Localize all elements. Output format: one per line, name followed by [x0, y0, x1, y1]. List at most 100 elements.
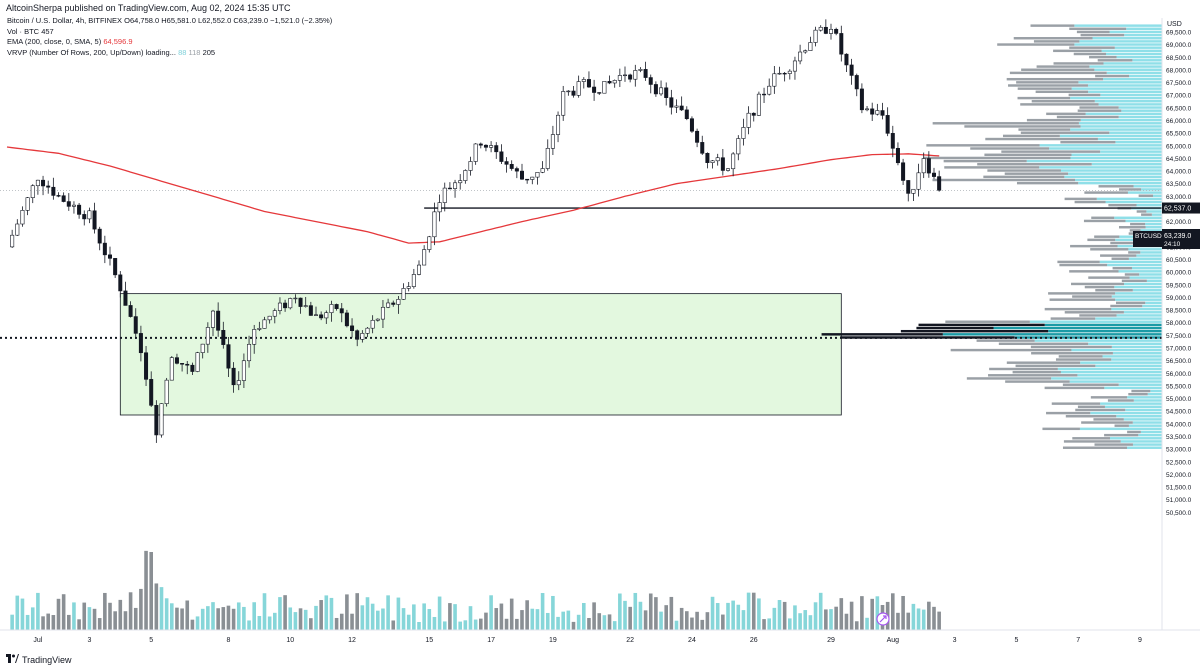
profile-down-row	[1097, 59, 1133, 62]
volume-bar-down	[67, 614, 71, 630]
bear-candle	[216, 310, 221, 331]
demand-zone-box[interactable]	[119, 293, 842, 416]
bull-candle	[622, 74, 627, 77]
profile-up-row	[1125, 219, 1162, 223]
profile-down-row	[1013, 37, 1093, 40]
bear-candle	[628, 74, 633, 80]
bull-candle	[453, 182, 458, 189]
volume-bar-down	[499, 603, 504, 630]
volume-bar-up	[87, 607, 92, 630]
published-by-text: AltcoinSherpa published on TradingView.c…	[6, 3, 291, 13]
profile-up-row	[1106, 52, 1162, 56]
bear-candle	[97, 228, 102, 244]
profile-up-row	[1059, 134, 1162, 138]
profile-down-row	[989, 367, 1058, 371]
volume-bar-down	[932, 606, 936, 630]
volume-bar-up	[911, 603, 916, 630]
volume-bar-down	[355, 593, 359, 630]
profile-up-row	[1068, 172, 1162, 175]
profile-down-row	[1030, 345, 1112, 349]
volume-bar-down	[834, 606, 838, 630]
bull-candle	[277, 302, 282, 311]
volume-bar-down	[860, 596, 864, 630]
vrvp-down-value: 118	[188, 47, 201, 57]
volume-bar-down	[870, 598, 874, 630]
bear-candle	[138, 333, 143, 354]
volume-bar-up	[746, 592, 751, 630]
bear-candle	[880, 110, 885, 116]
level-price-tag: 62,537.0	[1164, 206, 1191, 213]
bear-candle	[700, 142, 705, 154]
volume-bar-up	[674, 620, 679, 630]
symbol-name[interactable]: Bitcoin / U.S. Dollar, 4h, BITFINEX	[7, 16, 123, 25]
volume-bar-up	[30, 607, 35, 630]
volume-bar-down	[221, 607, 226, 630]
price-tick-label: 57,000.0	[1166, 346, 1192, 353]
volume-bar-down	[185, 600, 190, 630]
price-chart[interactable]: USD 69,500.0 69,000.0 68,500.0 68,000.0 67,5…	[0, 18, 1200, 650]
bear-candle	[664, 87, 669, 98]
volume-label[interactable]: Vol · BTC	[7, 26, 40, 36]
volume-bar-down	[339, 613, 344, 630]
bull-candle	[252, 329, 257, 345]
time-axis[interactable]: Jul358101215171922242629Aug357912	[0, 629, 1200, 644]
volume-bar-down	[695, 611, 699, 630]
volume-bar-down	[56, 598, 61, 630]
profile-up-row	[1118, 270, 1162, 273]
volume-bar-down	[669, 596, 674, 630]
price-axis[interactable]: USD 69,500.0 69,000.0 68,500.0 68,000.0 67,5…	[1161, 18, 1192, 630]
price-tick-label: 55,000.0	[1166, 396, 1192, 403]
bear-candle	[123, 290, 128, 306]
bear-candle	[102, 242, 107, 256]
time-tick-label: 22	[626, 637, 634, 644]
ema-line[interactable]	[6, 146, 940, 244]
volume-bar-up	[453, 604, 457, 630]
time-tick-label: 15	[425, 637, 433, 644]
volume-bar-up	[623, 600, 627, 630]
profile-up-row	[1100, 93, 1162, 97]
bear-candle	[61, 195, 66, 202]
profile-up-row	[1118, 115, 1162, 119]
profile-down-row	[1042, 427, 1080, 431]
volume-bar-down	[509, 598, 514, 630]
profile-down-row	[1087, 238, 1116, 242]
price-tick-label: 50,500.0	[1166, 510, 1192, 517]
profile-up-row	[1070, 128, 1162, 131]
time-tick-label: 3	[87, 637, 91, 644]
time-tick-label: 12	[348, 637, 356, 644]
profile-down-row	[1017, 96, 1071, 100]
price-tick-label: 69,000.0	[1166, 42, 1192, 49]
profile-down-row	[1100, 254, 1137, 257]
profile-down-row	[1055, 358, 1112, 361]
ema-label[interactable]: EMA (200, close, 0, SMA, 5)	[7, 37, 102, 47]
volume-bar-up	[412, 604, 416, 630]
volume-bar-up	[273, 612, 277, 630]
profile-up-row	[1092, 37, 1162, 40]
volume-bar-down	[298, 608, 303, 630]
volume-bar-down	[92, 608, 97, 630]
profile-up-row	[1077, 374, 1162, 377]
volume-bar-down	[319, 600, 323, 630]
profile-up-row	[1120, 440, 1162, 443]
bull-candle	[257, 328, 262, 330]
vrvp-label[interactable]: VRVP (Number Of Rows, 200, Up/Down) load…	[7, 47, 176, 57]
price-tick-label: 54,000.0	[1166, 421, 1192, 428]
profile-up-row	[1039, 166, 1162, 169]
profile-up-row	[1121, 109, 1162, 112]
bear-candle	[885, 115, 890, 134]
axis-currency: USD	[1167, 21, 1182, 28]
profile-down-row	[1036, 65, 1090, 68]
bull-candle	[489, 145, 494, 148]
bear-candle	[113, 258, 118, 276]
bear-candle	[509, 164, 514, 169]
bull-candle	[236, 380, 241, 386]
profile-down-row	[1095, 289, 1133, 292]
replay-icon[interactable]	[876, 612, 890, 626]
volume-bar-down	[906, 612, 911, 630]
bear-candle	[231, 367, 236, 386]
bear-candle	[77, 204, 82, 215]
bull-candle	[293, 297, 298, 300]
profile-up-row	[1140, 229, 1162, 232]
profile-down-row	[1124, 273, 1140, 276]
profile-up-row	[1111, 345, 1162, 349]
